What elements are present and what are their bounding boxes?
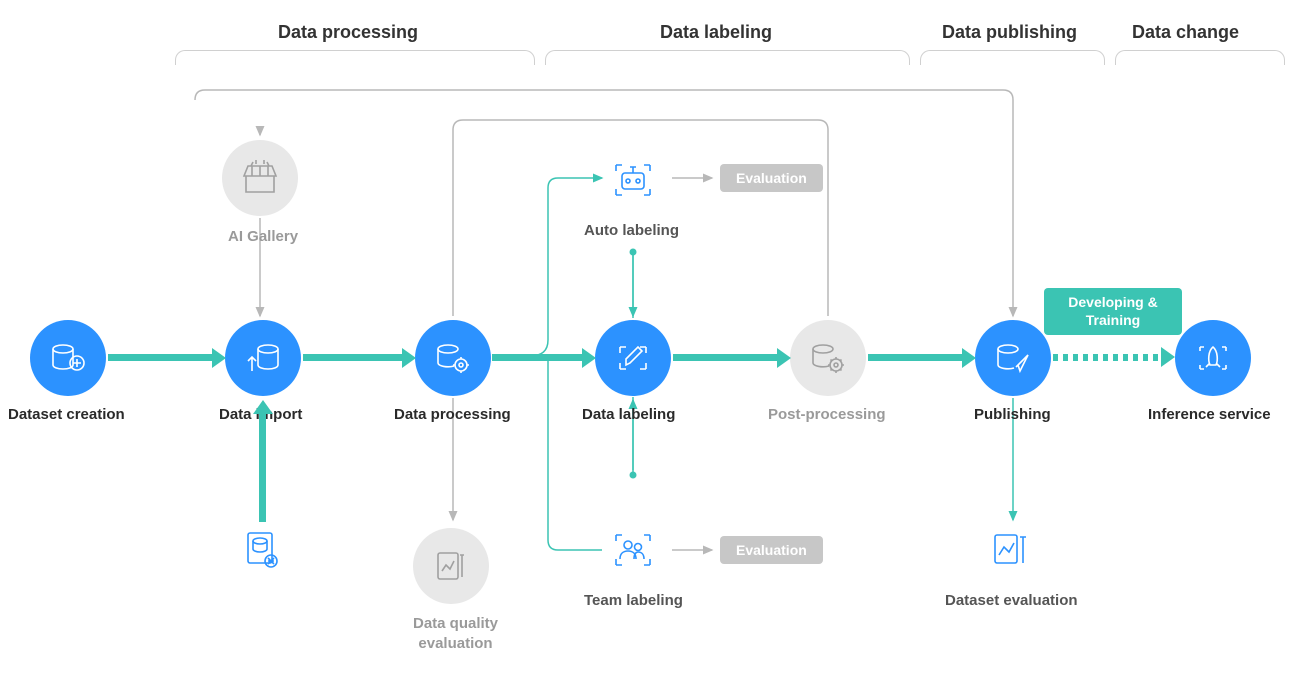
arrow-3 <box>492 354 582 361</box>
arrow-1 <box>108 354 212 361</box>
ai-gallery-node <box>222 140 298 216</box>
ai-gallery-label: AI Gallery <box>228 228 298 245</box>
import-up-arrow <box>259 414 266 522</box>
publishing-label: Publishing <box>974 406 1051 423</box>
phase-change: Data change <box>1132 22 1239 43</box>
rocket-icon <box>1190 335 1236 381</box>
eval-bottom-badge: Evaluation <box>720 536 823 564</box>
dev-training-badge: Developing & Training <box>1044 288 1182 335</box>
dashed-arrow <box>1053 354 1161 361</box>
phase-labeling: Data labeling <box>660 22 772 43</box>
dataset-eval-icon-box <box>985 525 1035 580</box>
dev-training-text: Developing & Training <box>1060 294 1166 329</box>
arrow-5 <box>868 354 962 361</box>
publishing-node <box>975 320 1051 396</box>
robot-icon <box>608 155 658 205</box>
data-labeling-node <box>595 320 671 396</box>
auto-labeling-label: Auto labeling <box>584 222 679 239</box>
dataset-creation-node <box>30 320 106 396</box>
data-labeling-label: Data labeling <box>582 406 675 423</box>
inference-node <box>1175 320 1251 396</box>
phase-publishing: Data publishing <box>942 22 1077 43</box>
report-blue-icon <box>985 525 1035 575</box>
post-processing-label: Post-processing <box>768 406 886 423</box>
db-send-icon <box>990 335 1036 381</box>
storefront-icon <box>238 156 282 200</box>
data-processing-node <box>415 320 491 396</box>
bracket-labeling <box>545 50 910 65</box>
data-quality-label: Data quality evaluation <box>408 614 503 655</box>
label-edit-icon <box>610 335 656 381</box>
data-import-node <box>225 320 301 396</box>
team-labeling-label: Team labeling <box>584 592 683 609</box>
auto-labeling-icon-box <box>608 155 658 210</box>
db-plus-icon <box>45 335 91 381</box>
team-icon <box>608 525 658 575</box>
arrow-2 <box>303 354 402 361</box>
inference-label: Inference service <box>1148 406 1271 423</box>
bracket-change <box>1115 50 1285 65</box>
bracket-publishing <box>920 50 1105 65</box>
db-cog-grey-icon <box>805 335 851 381</box>
document-db-icon <box>238 525 288 575</box>
eval-top-badge: Evaluation <box>720 164 823 192</box>
db-upload-icon <box>240 335 286 381</box>
db-gear-icon <box>430 335 476 381</box>
report-icon <box>428 543 474 589</box>
data-quality-node <box>413 528 489 604</box>
eval-bottom-text: Evaluation <box>736 542 807 558</box>
post-processing-node <box>790 320 866 396</box>
data-processing-label: Data processing <box>394 406 511 423</box>
bracket-processing <box>175 50 535 65</box>
eval-top-text: Evaluation <box>736 170 807 186</box>
arrow-4 <box>673 354 777 361</box>
dataset-creation-label: Dataset creation <box>8 406 125 423</box>
dataset-eval-label: Dataset evaluation <box>945 592 1078 609</box>
data-source-icon-box <box>238 525 288 580</box>
phase-processing: Data processing <box>278 22 418 43</box>
team-labeling-icon-box <box>608 525 658 580</box>
